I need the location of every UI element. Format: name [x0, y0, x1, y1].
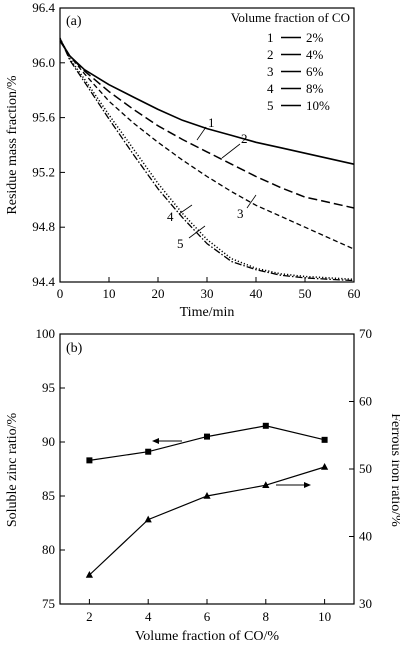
chart-a-y-tick-label: 95.2: [32, 164, 55, 179]
curve-4-label: 4: [167, 209, 174, 224]
legend-entry-label: 2%: [306, 30, 324, 45]
chart-b-y-tick-label: 95: [42, 380, 55, 395]
chart-b-panel-label: (b): [66, 341, 83, 356]
curve-5-label: 5: [177, 236, 184, 251]
chart-b-x-tick-label: 8: [263, 609, 270, 624]
chart-b-x-tick-label: 10: [318, 609, 331, 624]
chart-a-x-axis-title: Time/min: [180, 305, 235, 320]
ferrous-iron-point: [144, 515, 152, 523]
chart-b-y-tick-label: 80: [42, 542, 55, 557]
series-line-4%: [59, 39, 355, 209]
chart-b-x-tick-label: 6: [204, 609, 211, 624]
chart-a-y-tick-label: 95.6: [32, 110, 55, 125]
ferrous-iron-arrowhead: [304, 482, 311, 488]
chart-a-x-tick-label: 20: [152, 286, 165, 301]
chart-b: 2 4 6 8 10 75 80 85 90 95 100 30 40 50 60 70 (b) Volu…: [5, 326, 400, 644]
chart-b-y2-tick-label: 50: [359, 461, 372, 476]
chart-b-y-tick-label: 85: [42, 488, 55, 503]
chart-b-y-tick-label: 75: [42, 596, 55, 611]
chart-a: 0 10 20 30 40 50 60 94.4 94.8 95.2 95.6 96.0 96.4 (…: [5, 0, 361, 320]
curve-1-leader: [196, 126, 207, 141]
chart-a-curve-labels: 1 2 3 4 5: [167, 115, 257, 251]
legend-entry-label: 8%: [306, 81, 324, 96]
chart-a-legend: Volume fraction of CO 1 2% 2 4% 3 6% 4 8% 5 10%: [231, 10, 350, 113]
chart-b-y-tick-label: 90: [42, 434, 55, 449]
legend-entry-number: 5: [267, 98, 274, 113]
chart-b-axis-arrows: [152, 438, 311, 488]
chart-a-y-tick-label: 94.8: [32, 219, 55, 234]
curve-2-leader: [221, 143, 241, 159]
soluble-zinc-line: [89, 425, 325, 461]
chart-b-y2-axis-title: Ferrous iron ratio/%: [388, 413, 400, 527]
curve-3-label: 3: [237, 206, 244, 221]
soluble-zinc-point: [86, 457, 93, 464]
chart-b-x-tick-label: 4: [145, 609, 152, 624]
chart-a-x-tick-label: 0: [57, 286, 64, 301]
legend-entry-label: 4%: [306, 47, 324, 62]
chart-b-x-tick-label: 2: [86, 609, 93, 624]
curve-1-label: 1: [208, 115, 215, 130]
chart-a-x-tick-label: 30: [201, 286, 214, 301]
series-line-8%: [59, 37, 355, 281]
legend-entry-number: 4: [267, 81, 274, 96]
chart-b-y2-tick-label: 40: [359, 529, 372, 544]
chart-a-x-tick-label: 10: [103, 286, 116, 301]
series-line-2%: [59, 40, 355, 165]
chart-a-y-axis-title: Residue mass fraction/%: [5, 75, 20, 215]
chart-a-y-tick-label: 94.4: [32, 274, 55, 289]
soluble-zinc-point: [262, 422, 269, 429]
chart-b-y-ticks: 75 80 85 90 95 100: [36, 326, 65, 611]
chart-a-legend-title: Volume fraction of CO: [231, 10, 350, 25]
series-line-10%: [59, 37, 355, 282]
legend-entry-number: 3: [267, 64, 274, 79]
legend-entry-number: 1: [267, 30, 274, 45]
legend-entry-label: 6%: [306, 64, 324, 79]
chart-b-y2-ticks: 30 40 50 60 70: [349, 326, 372, 611]
curve-3-leader: [246, 194, 257, 209]
legend-entry-number: 2: [267, 47, 274, 62]
ferrous-iron-point: [203, 492, 211, 499]
chart-b-frame: [59, 333, 355, 605]
chart-a-x-tick-label: 60: [348, 286, 361, 301]
soluble-zinc-point: [145, 448, 152, 455]
chart-a-x-tick-label: 40: [250, 286, 263, 301]
chart-a-x-tick-label: 50: [299, 286, 312, 301]
curve-2-label: 2: [241, 131, 248, 146]
chart-b-series: [85, 422, 329, 578]
chart-a-series: [59, 37, 355, 282]
ferrous-iron-point: [85, 570, 93, 578]
chart-a-y-tick-label: 96.4: [32, 0, 55, 15]
chart-a-x-ticks: 0 10 20 30 40 50 60: [57, 277, 361, 301]
chart-a-y-tick-label: 96.0: [32, 55, 55, 70]
ferrous-iron-point: [262, 481, 270, 488]
legend-entry-label: 10%: [306, 98, 330, 113]
chart-b-y2-tick-label: 30: [359, 596, 372, 611]
chart-b-y2-tick-label: 70: [359, 326, 372, 341]
chart-b-y-axis-title: Soluble zinc ratio/%: [5, 413, 20, 528]
curve-5-leader: [188, 225, 206, 239]
chart-b-x-ticks: 2 4 6 8 10: [86, 599, 331, 624]
chart-a-y-ticks: 94.4 94.8 95.2 95.6 96.0 96.4: [32, 0, 65, 289]
ferrous-iron-point: [321, 462, 329, 470]
chart-b-y2-tick-label: 60: [359, 394, 372, 409]
soluble-zinc-point: [321, 436, 328, 443]
series-line-6%: [59, 39, 355, 250]
ferrous-iron-line: [88, 466, 325, 576]
chart-b-x-axis-title: Volume fraction of CO/%: [135, 629, 279, 644]
chart-b-y-tick-label: 100: [36, 326, 56, 341]
soluble-zinc-point: [204, 433, 210, 440]
soluble-zinc-arrowhead: [152, 438, 159, 444]
chart-a-panel-label: (a): [66, 14, 82, 29]
curve-4-leader: [178, 204, 193, 215]
